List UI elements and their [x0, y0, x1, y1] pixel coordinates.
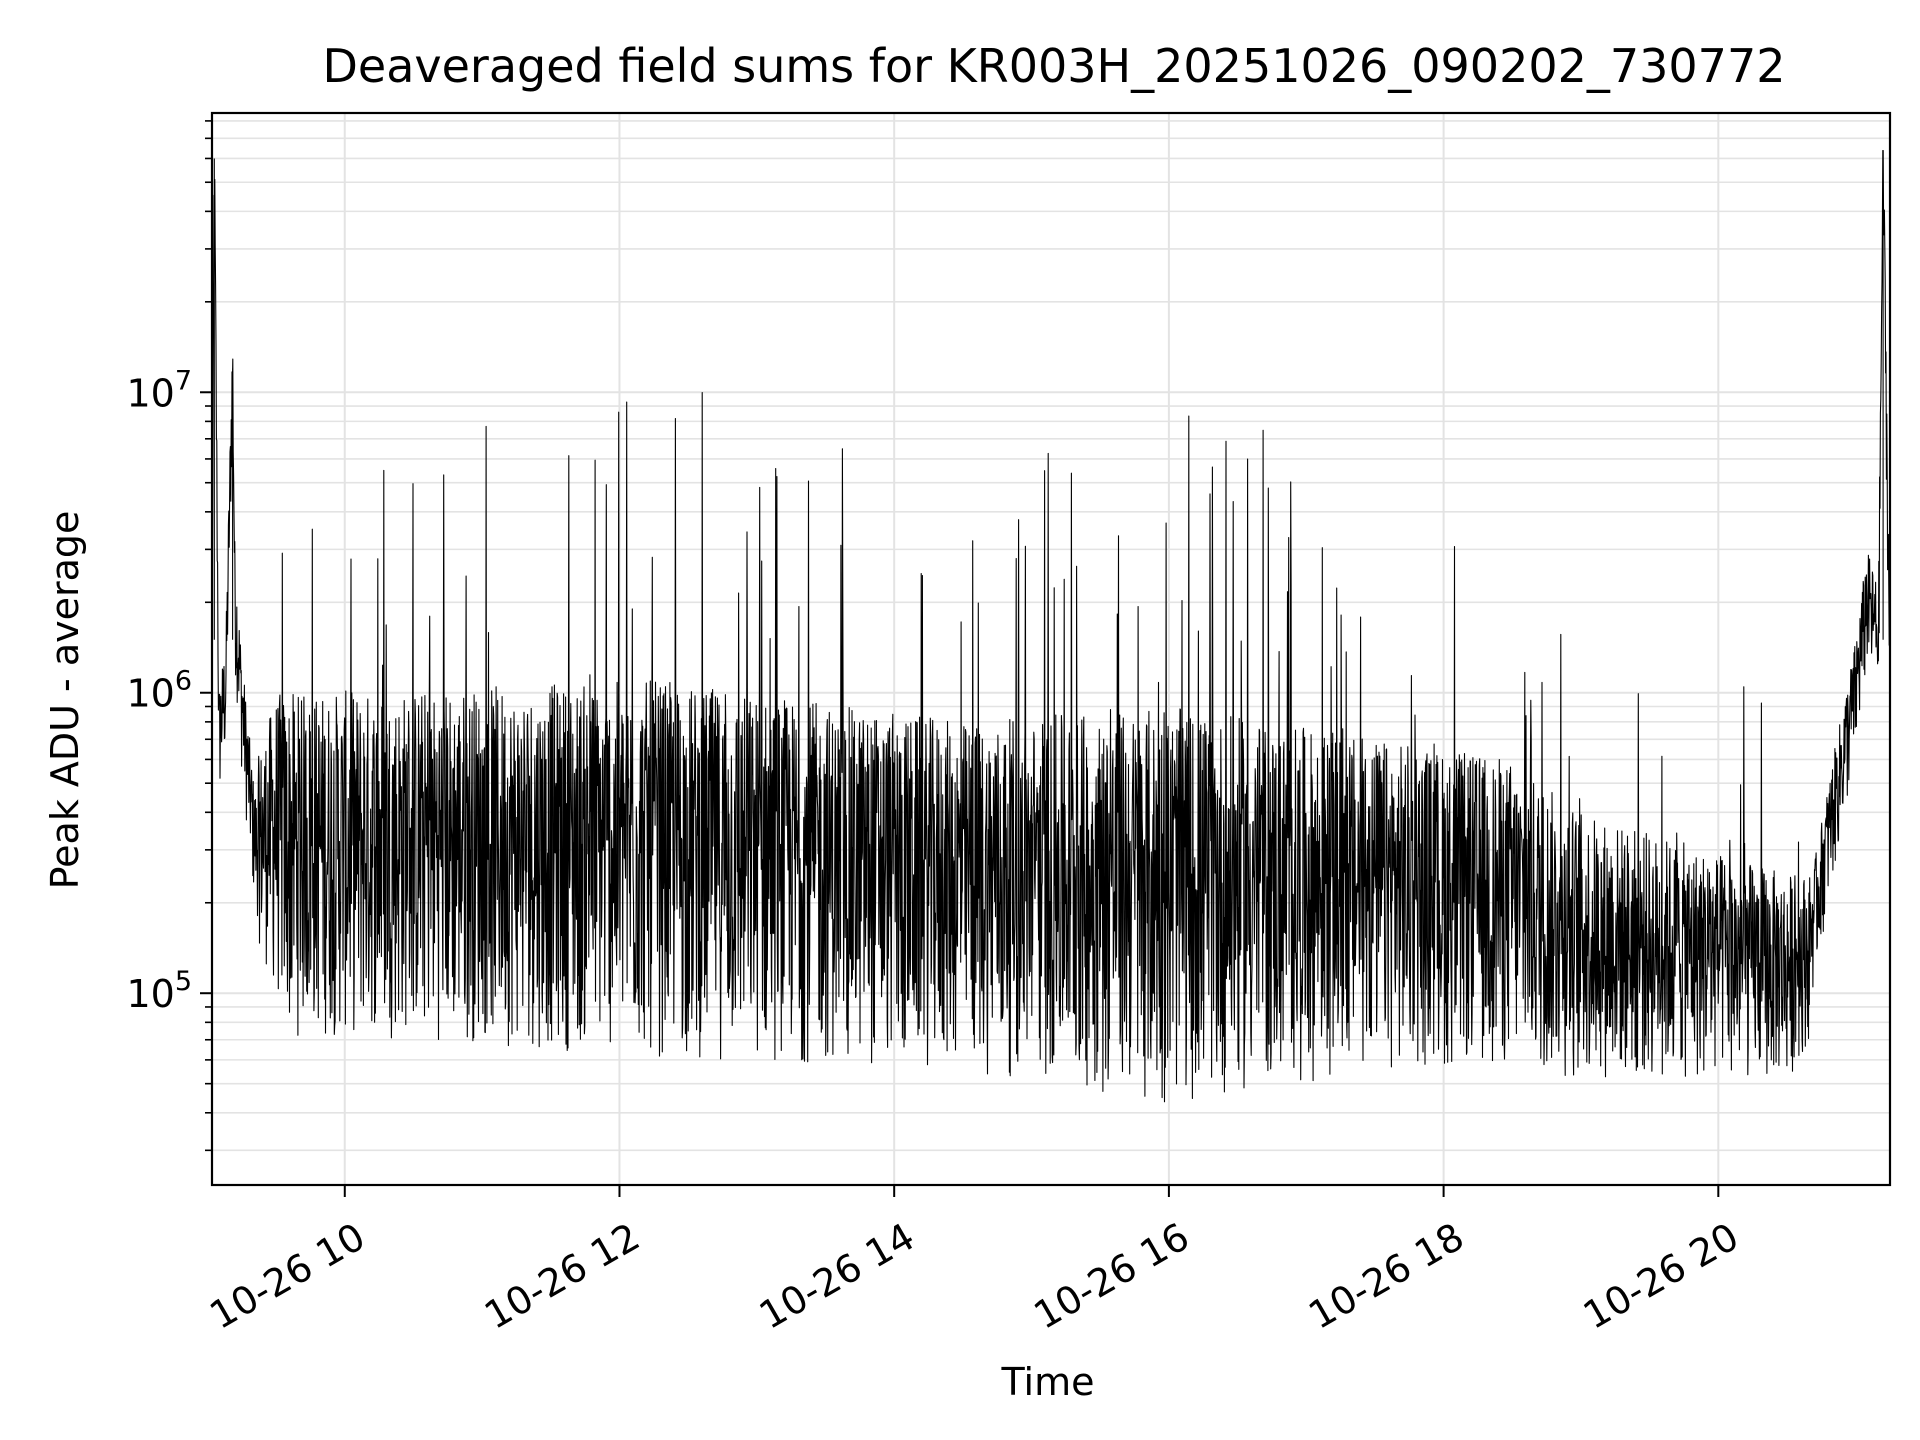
series-line	[211, 149, 1891, 1103]
y-tick-label: 107	[126, 365, 192, 415]
y-tick-label: 105	[126, 966, 192, 1016]
data-series	[211, 149, 1891, 1103]
x-axis-label: Time	[1001, 1360, 1095, 1404]
chart-title: Deaveraged field sums for KR003H_2025102…	[323, 39, 1786, 93]
y-axis: 105 106 107	[126, 120, 212, 1152]
y-tick-label: 106	[126, 666, 192, 716]
plot-area-frame	[210, 111, 1892, 1187]
y-axis-label: Peak ADU - average	[43, 511, 87, 890]
